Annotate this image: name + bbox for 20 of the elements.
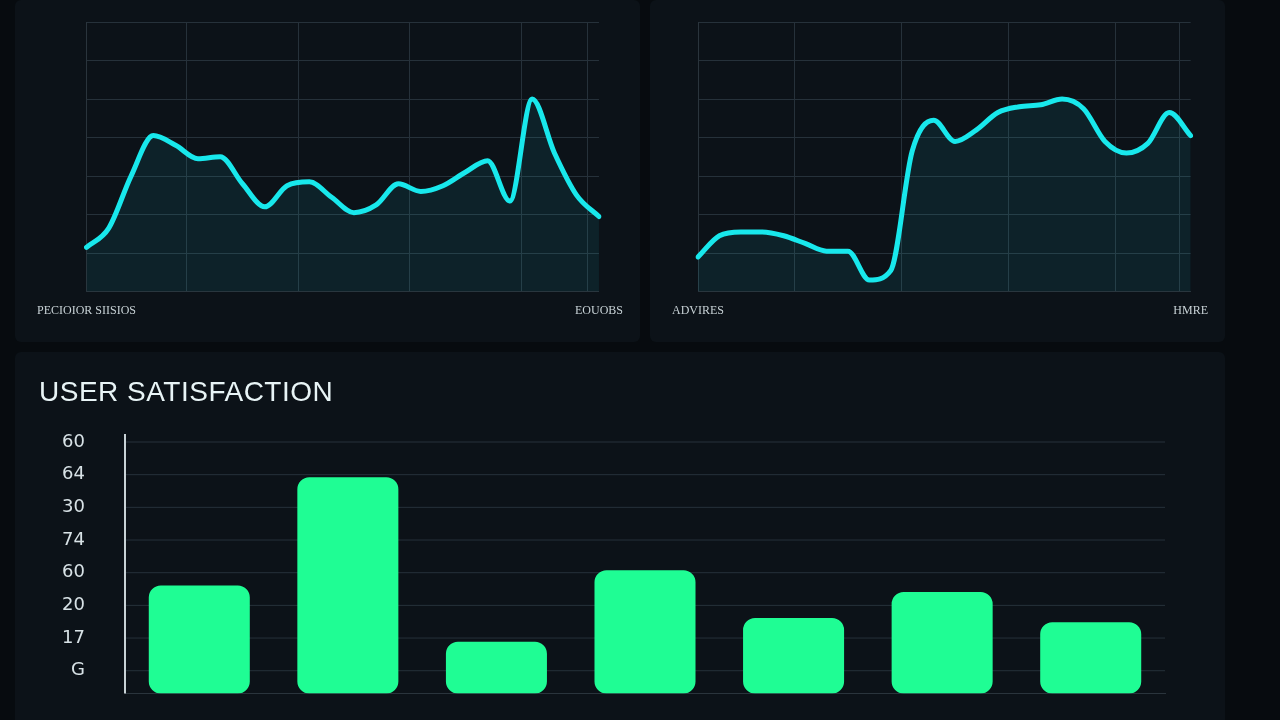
text: 74 — [62, 527, 85, 549]
x-tick-label: ADVIRES — [671, 302, 725, 317]
text: 60 — [62, 560, 85, 582]
text: 60 — [62, 429, 85, 451]
text: 64 — [62, 462, 85, 484]
bar — [445, 641, 547, 694]
text: 30 — [62, 495, 85, 517]
bar — [148, 585, 250, 694]
bar — [891, 591, 993, 694]
bar — [594, 570, 696, 694]
x-tick-label: EOUOBS — [574, 302, 623, 317]
bar — [297, 477, 399, 694]
text: 20 — [62, 593, 85, 615]
x-tick-label: PECIOIOR SIISIOS — [37, 302, 137, 317]
bar — [743, 617, 845, 694]
chart-title: USER SATISFACTION — [39, 376, 334, 408]
text: G — [71, 658, 85, 680]
x-tick-label: HMRE — [1173, 302, 1208, 317]
text: 17 — [62, 625, 85, 647]
bar — [1040, 622, 1142, 694]
